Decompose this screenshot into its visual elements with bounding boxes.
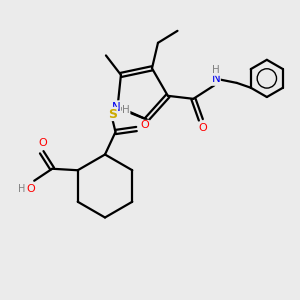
Text: O: O (198, 123, 207, 133)
Text: H: H (18, 184, 25, 194)
Text: H: H (122, 105, 130, 116)
Text: O: O (140, 120, 149, 130)
Text: N: N (212, 72, 220, 85)
Text: O: O (27, 184, 36, 194)
Text: H: H (212, 65, 220, 75)
Text: O: O (39, 138, 48, 148)
Text: S: S (109, 107, 118, 121)
Text: N: N (112, 101, 121, 114)
